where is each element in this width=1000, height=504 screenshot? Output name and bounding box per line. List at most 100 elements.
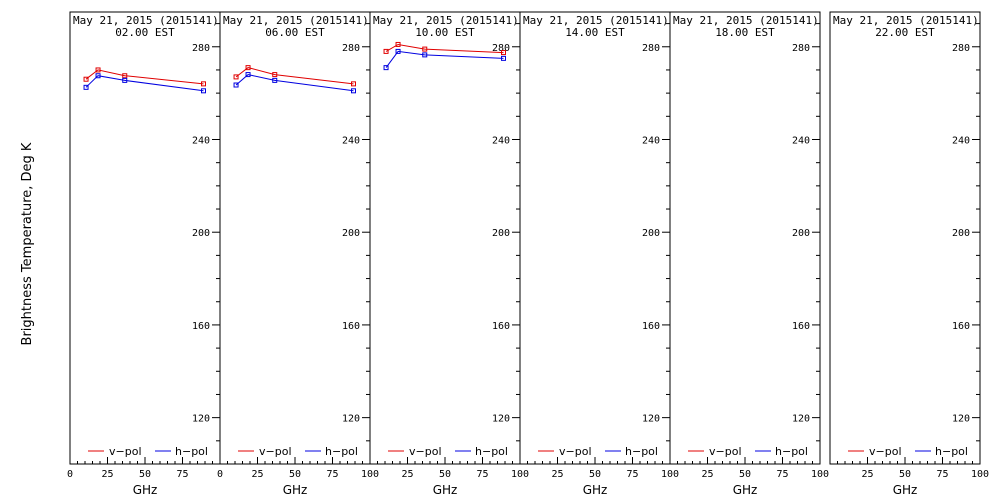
data-point-h-pol [272, 77, 278, 83]
x-tick-label: 50 [139, 469, 151, 480]
panel-title-date: May 21, 2015 (2015141) [833, 14, 979, 27]
panel-title-date: May 21, 2015 (2015141) [523, 14, 669, 27]
data-point-v-pol [201, 81, 206, 87]
legend-label-h-pol: h−pol [935, 445, 968, 458]
x-tick-label: 25 [551, 469, 563, 480]
x-tick-label: 75 [176, 469, 188, 480]
panel-title-date: May 21, 2015 (2015141) [73, 14, 219, 27]
x-tick-label: 50 [739, 469, 751, 480]
x-tick-label: 25 [701, 469, 713, 480]
panel-5: May 21, 2015 (2015141)18.00 EST 120 160 200… [669, 11, 829, 497]
y-tick-label: 280 [792, 43, 810, 54]
series-line-v-pol [385, 43, 504, 54]
legend-label-v-pol: v−pol [409, 445, 442, 458]
data-point-h-pol [383, 65, 389, 71]
data-point-v-pol [233, 74, 239, 80]
y-tick-label: 160 [492, 321, 510, 332]
data-point-v-pol [351, 81, 356, 87]
legend-label-v-pol: v−pol [259, 445, 292, 458]
x-axis-label: GHz [433, 483, 458, 497]
x-axis-label: GHz [133, 483, 158, 497]
y-tick-label: 120 [192, 414, 210, 425]
y-tick-label: 160 [192, 321, 210, 332]
y-tick-label: 160 [792, 321, 810, 332]
x-tick-label: 0 [217, 469, 223, 480]
panel-title-time: 10.00 EST [415, 26, 475, 39]
y-tick-label: 200 [492, 228, 510, 239]
series-line-h-pol [235, 74, 354, 92]
y-tick-label: 280 [192, 43, 210, 54]
panel-title-time: 22.00 EST [875, 26, 935, 39]
x-axis-label: GHz [583, 483, 608, 497]
legend-label-h-pol: h−pol [175, 445, 208, 458]
x-tick-label: 50 [589, 469, 601, 480]
x-tick-label: 100 [661, 469, 679, 480]
panel-title-time: 02.00 EST [115, 26, 175, 39]
y-tick-label: 200 [642, 228, 660, 239]
legend-label-v-pol: v−pol [109, 445, 142, 458]
y-tick-label: 280 [492, 43, 510, 54]
y-tick-label: 200 [792, 228, 810, 239]
x-tick-label: 100 [811, 469, 829, 480]
x-tick-label: 75 [326, 469, 338, 480]
x-tick-label: 25 [401, 469, 413, 480]
x-axis-label: GHz [893, 483, 918, 497]
y-tick-label: 240 [642, 135, 660, 146]
x-tick-label: 25 [101, 469, 113, 480]
panel-6: May 21, 2015 (2015141)22.00 EST 120 160 200… [829, 11, 989, 497]
data-point-h-pol [122, 77, 128, 83]
data-point-v-pol [501, 50, 506, 56]
data-point-h-pol [201, 88, 206, 94]
x-axis-label: GHz [283, 483, 308, 497]
x-tick-label: 50 [439, 469, 451, 480]
series-line-h-pol [85, 75, 204, 92]
legend-label-v-pol: v−pol [869, 445, 902, 458]
x-tick-label: 75 [626, 469, 638, 480]
y-tick-label: 200 [342, 228, 360, 239]
y-tick-label: 200 [192, 228, 210, 239]
y-tick-label: 240 [952, 135, 970, 146]
y-tick-label: 240 [492, 135, 510, 146]
legend-label-h-pol: h−pol [325, 445, 358, 458]
data-point-v-pol [95, 67, 101, 73]
x-tick-label: 50 [899, 469, 911, 480]
data-point-h-pol [95, 73, 101, 79]
data-point-h-pol [351, 88, 356, 94]
panel-title-date: May 21, 2015 (2015141) [673, 14, 819, 27]
x-tick-label: 75 [936, 469, 948, 480]
data-point-v-pol [245, 65, 251, 71]
legend-label-h-pol: h−pol [475, 445, 508, 458]
data-point-v-pol [383, 48, 389, 54]
panel-1: May 21, 2015 (2015141)02.00 EST 120 160 200… [67, 11, 221, 497]
y-tick-label: 160 [342, 321, 360, 332]
y-tick-label: 120 [952, 414, 970, 425]
x-tick-label: 75 [476, 469, 488, 480]
data-point-v-pol [272, 72, 278, 78]
panel-title-date: May 21, 2015 (2015141) [373, 14, 519, 27]
x-tick-label: 100 [361, 469, 379, 480]
legend-label-h-pol: h−pol [775, 445, 808, 458]
x-tick-label: 100 [971, 469, 989, 480]
y-axis-label-group: Brightness Temperature, Deg K [20, 142, 35, 345]
legend-label-v-pol: v−pol [709, 445, 742, 458]
panel-title-time: 06.00 EST [265, 26, 325, 39]
y-tick-label: 160 [642, 321, 660, 332]
x-tick-label: 100 [511, 469, 529, 480]
series-line-h-pol [385, 50, 504, 68]
panel-3: May 21, 2015 (2015141)10.00 EST 120 160 200… [369, 11, 529, 497]
panel-4: May 21, 2015 (2015141)14.00 EST 120 160 200… [519, 11, 679, 497]
series-line-v-pol [235, 67, 354, 85]
y-tick-label: 240 [792, 135, 810, 146]
y-tick-label: 120 [642, 414, 660, 425]
y-tick-label: 240 [192, 135, 210, 146]
data-point-h-pol [245, 72, 251, 78]
data-point-h-pol [233, 82, 239, 88]
data-point-v-pol [395, 41, 401, 47]
y-tick-label: 280 [642, 43, 660, 54]
legend-label-h-pol: h−pol [625, 445, 658, 458]
panel-title-time: 18.00 EST [715, 26, 775, 39]
data-point-h-pol [501, 55, 506, 61]
y-tick-label: 120 [342, 414, 360, 425]
